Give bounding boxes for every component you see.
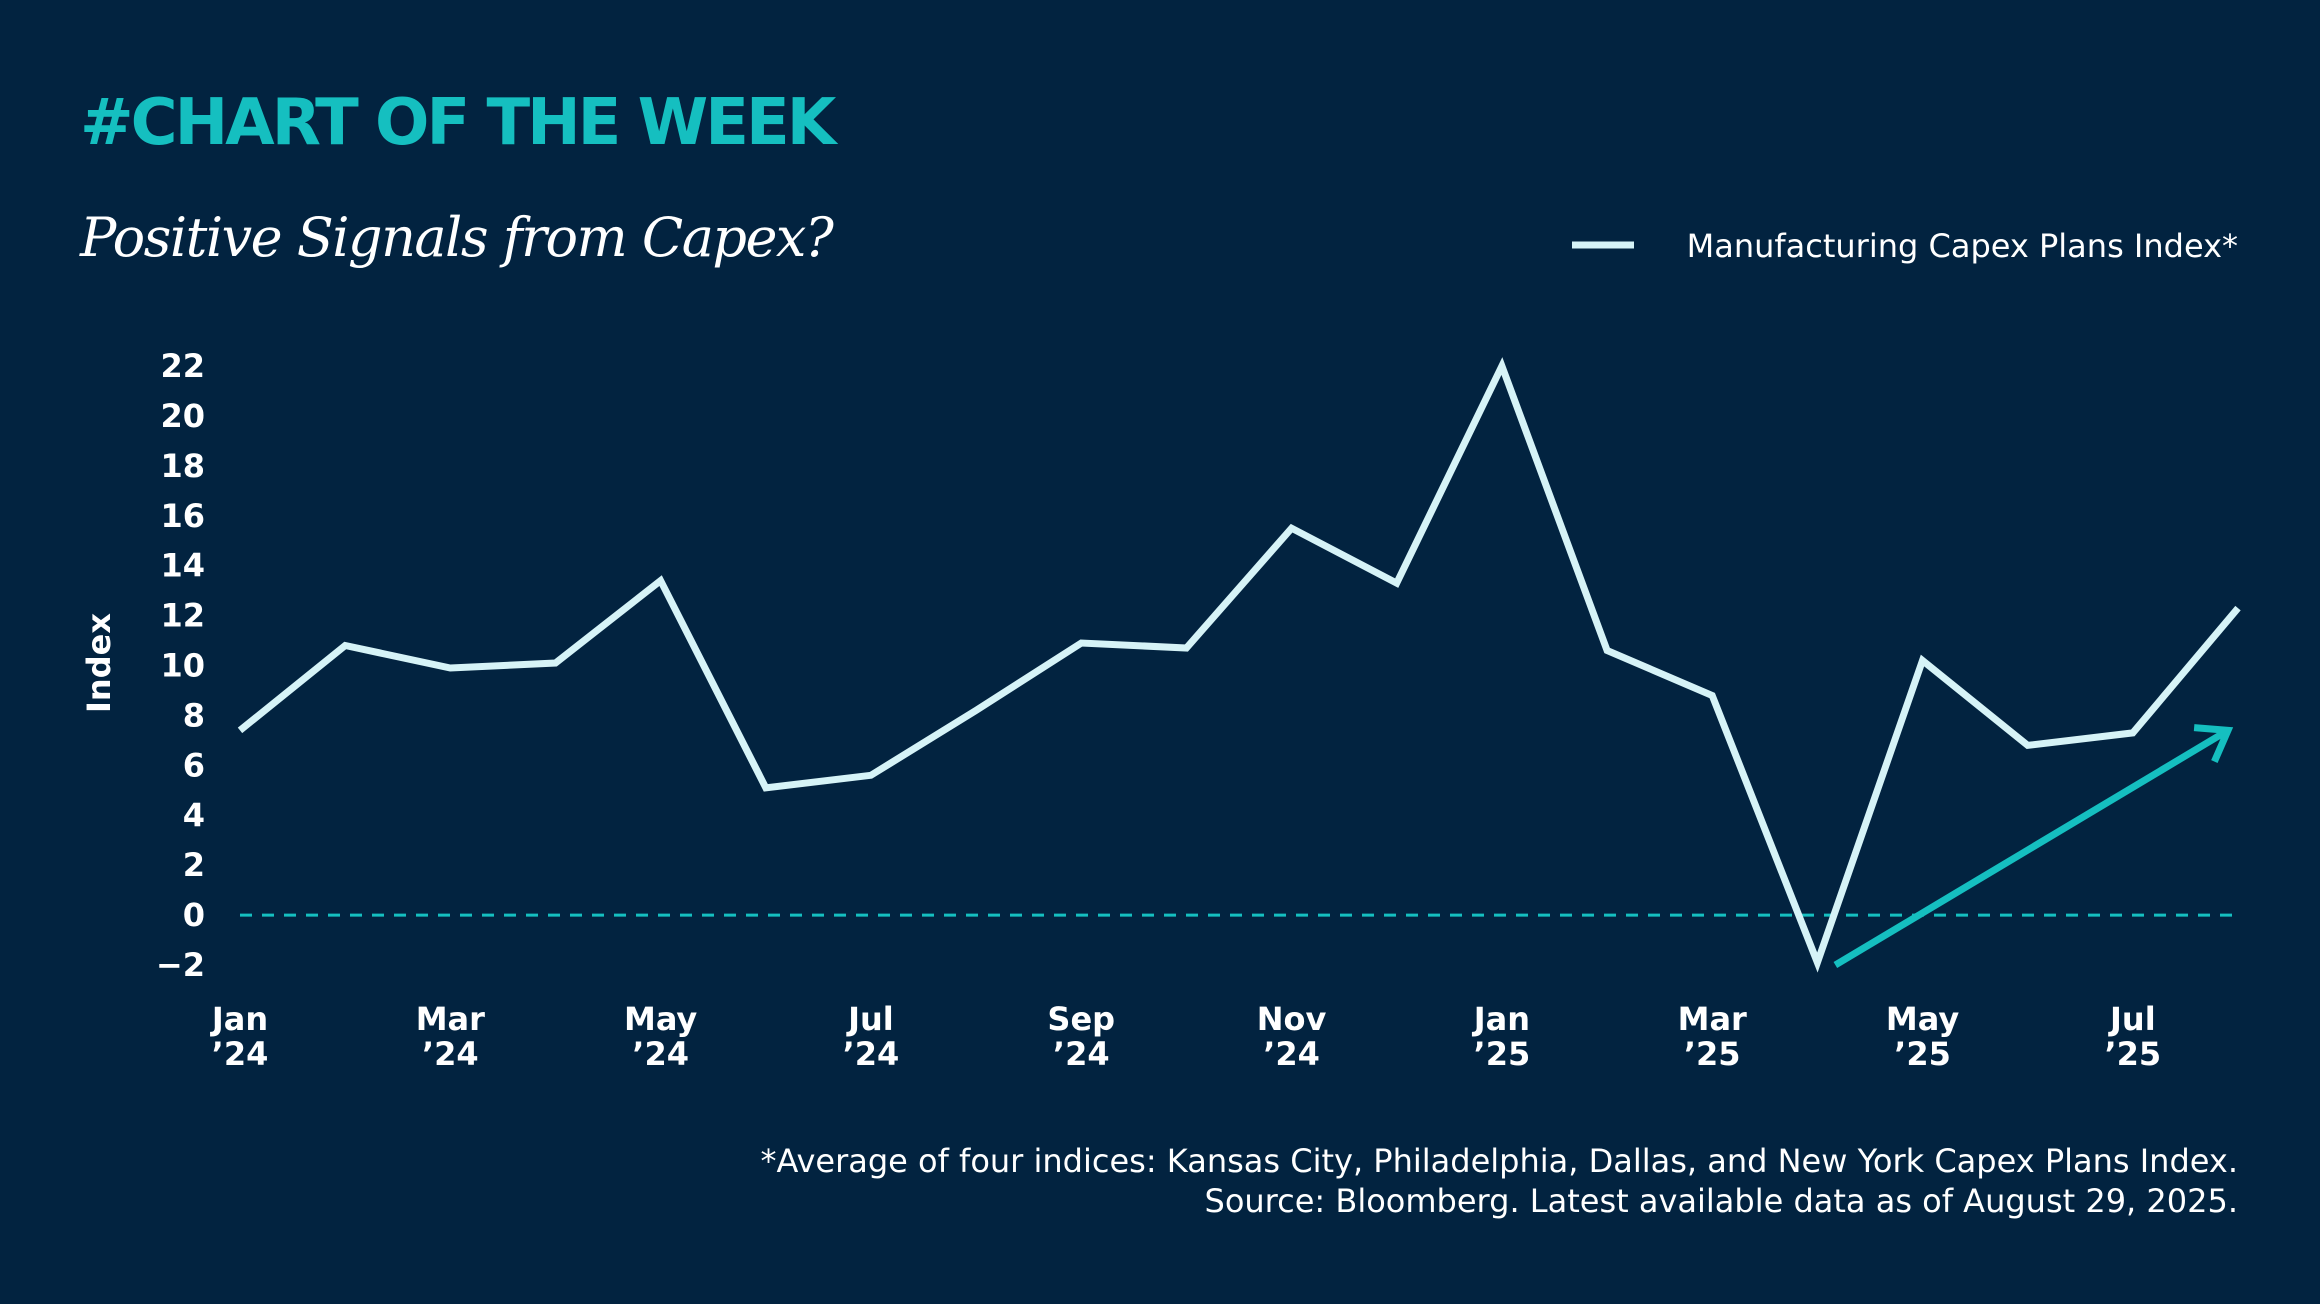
y-tick-label: 14 (160, 547, 205, 585)
x-tick-label-year: ’25 (1684, 1035, 1741, 1073)
legend: Manufacturing Capex Plans Index* (1572, 227, 2238, 265)
x-tick-label-month: Jul (2108, 1000, 2156, 1038)
y-axis-label: Index (80, 613, 118, 713)
x-tick-label-year: ’24 (212, 1035, 269, 1073)
x-tick-label-month: May (1886, 1000, 1959, 1038)
x-tick-label-year: ’24 (422, 1035, 479, 1073)
y-tick-label: 6 (183, 746, 205, 784)
y-tick-label: 20 (160, 397, 205, 435)
y-tick-label: −2 (156, 946, 205, 984)
x-tick-label-year: ’25 (1894, 1035, 1951, 1073)
footnote-line-2: Source: Bloomberg. Latest available data… (1205, 1182, 2239, 1220)
trend-arrow-shaft (1833, 727, 2230, 969)
chart-subtitle: Positive Signals from Capex? (79, 206, 835, 269)
y-tick-label: 16 (160, 497, 205, 535)
x-tick-label-month: May (624, 1000, 697, 1038)
x-tick-label-year: ’24 (1053, 1035, 1110, 1073)
y-tick-label: 0 (183, 896, 205, 934)
x-tick-label-month: Mar (416, 1000, 485, 1038)
footnote-line-1: *Average of four indices: Kansas City, P… (760, 1142, 2238, 1180)
x-tick-label-year: ’24 (632, 1035, 689, 1073)
y-tick-label: 8 (183, 696, 205, 734)
x-tick-label-month: Jul (846, 1000, 894, 1038)
x-tick-label-year: ’25 (2104, 1035, 2161, 1073)
hashtag-title: #CHART OF THE WEEK (80, 86, 839, 160)
legend-label: Manufacturing Capex Plans Index* (1687, 227, 2238, 265)
x-tick-label-month: Jan (1472, 1000, 1530, 1038)
x-tick-label-year: ’24 (1263, 1035, 1320, 1073)
x-axis-ticks: Jan’24Mar’24May’24Jul’24Sep’24Nov’24Jan’… (210, 1000, 2161, 1073)
x-tick-label-month: Jan (210, 1000, 268, 1038)
y-tick-label: 10 (160, 647, 205, 685)
series-group (237, 357, 2241, 973)
y-tick-label: 12 (160, 597, 205, 635)
y-tick-label: 18 (160, 447, 205, 485)
trend-arrow-head (2193, 724, 2234, 763)
series-line (237, 357, 2241, 973)
y-tick-label: 22 (160, 347, 205, 385)
annotation-group (1833, 724, 2234, 969)
y-tick-label: 2 (183, 846, 205, 884)
x-tick-label-month: Sep (1047, 1000, 1115, 1038)
x-tick-label-year: ’25 (1474, 1035, 1531, 1073)
x-tick-label-year: ’24 (843, 1035, 900, 1073)
y-tick-label: 4 (183, 796, 205, 834)
x-tick-label-month: Mar (1678, 1000, 1747, 1038)
x-tick-label-month: Nov (1257, 1000, 1327, 1038)
